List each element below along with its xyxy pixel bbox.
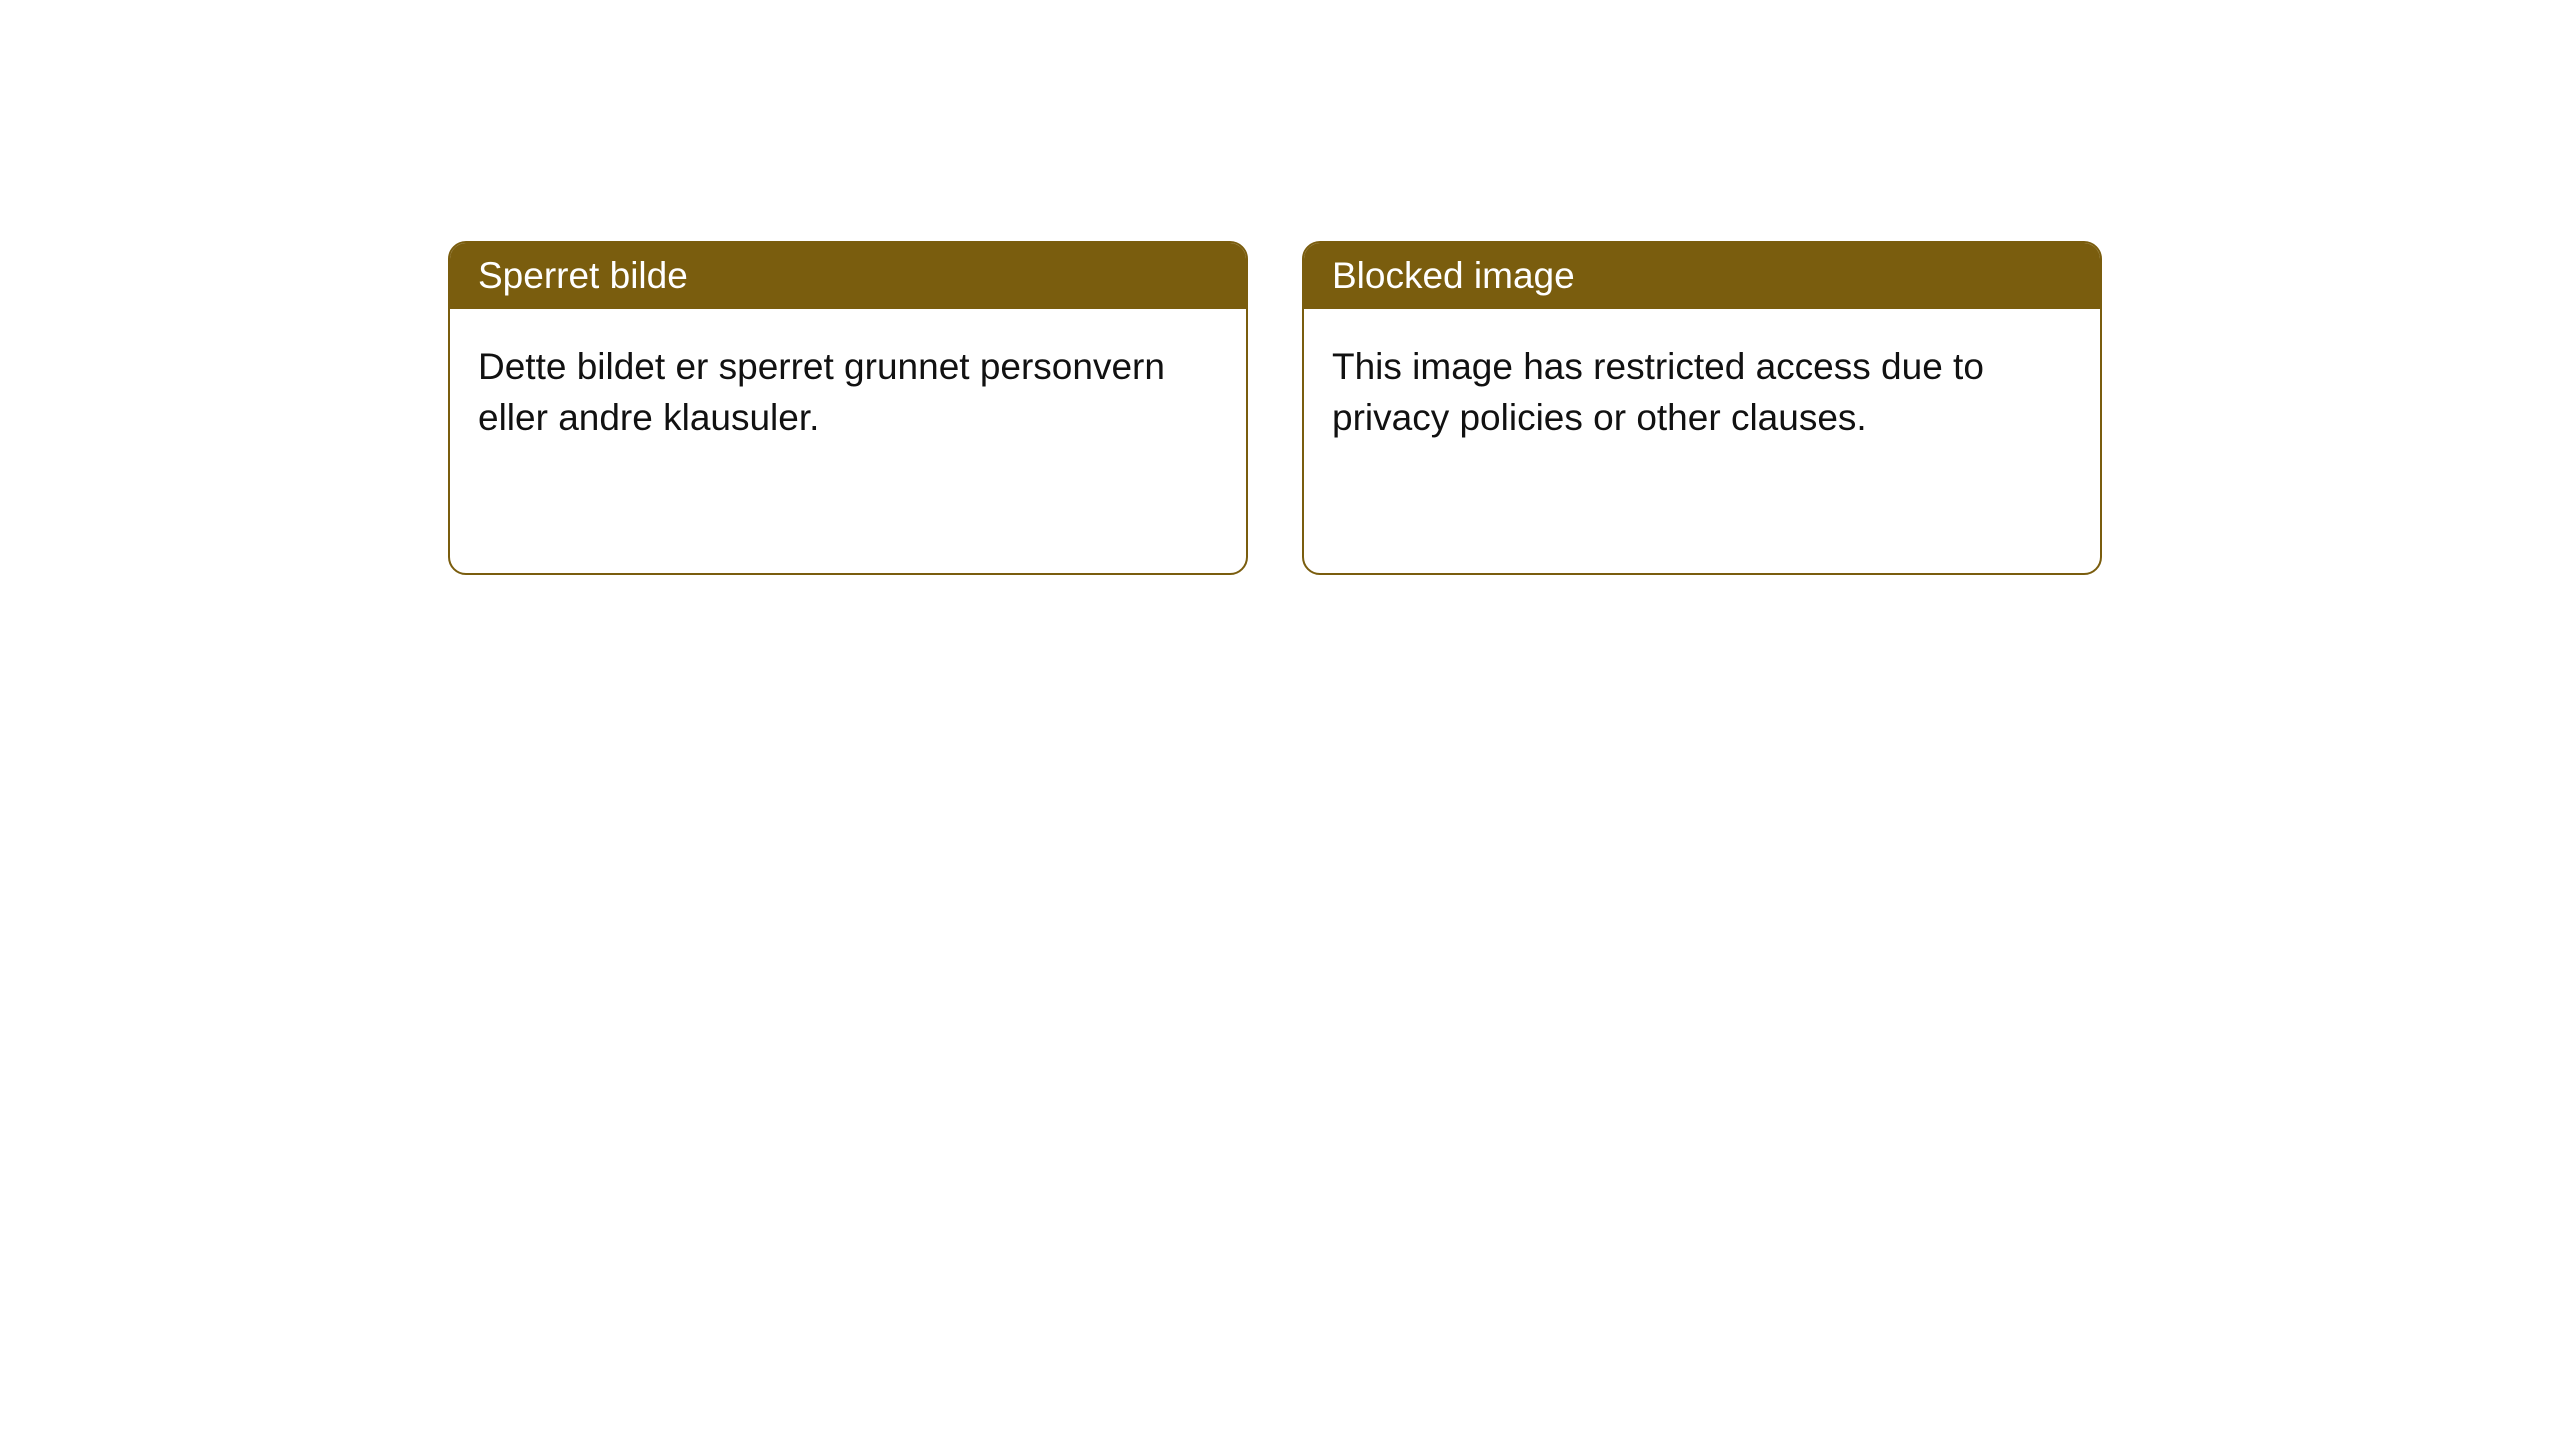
notice-card-english: Blocked image This image has restricted … [1302, 241, 2102, 575]
blocked-image-notice-container: Sperret bilde Dette bildet er sperret gr… [448, 241, 2102, 575]
notice-card-body: Dette bildet er sperret grunnet personve… [450, 309, 1246, 475]
notice-card-body: This image has restricted access due to … [1304, 309, 2100, 475]
notice-card-title: Blocked image [1304, 243, 2100, 309]
notice-card-title: Sperret bilde [450, 243, 1246, 309]
notice-card-norwegian: Sperret bilde Dette bildet er sperret gr… [448, 241, 1248, 575]
